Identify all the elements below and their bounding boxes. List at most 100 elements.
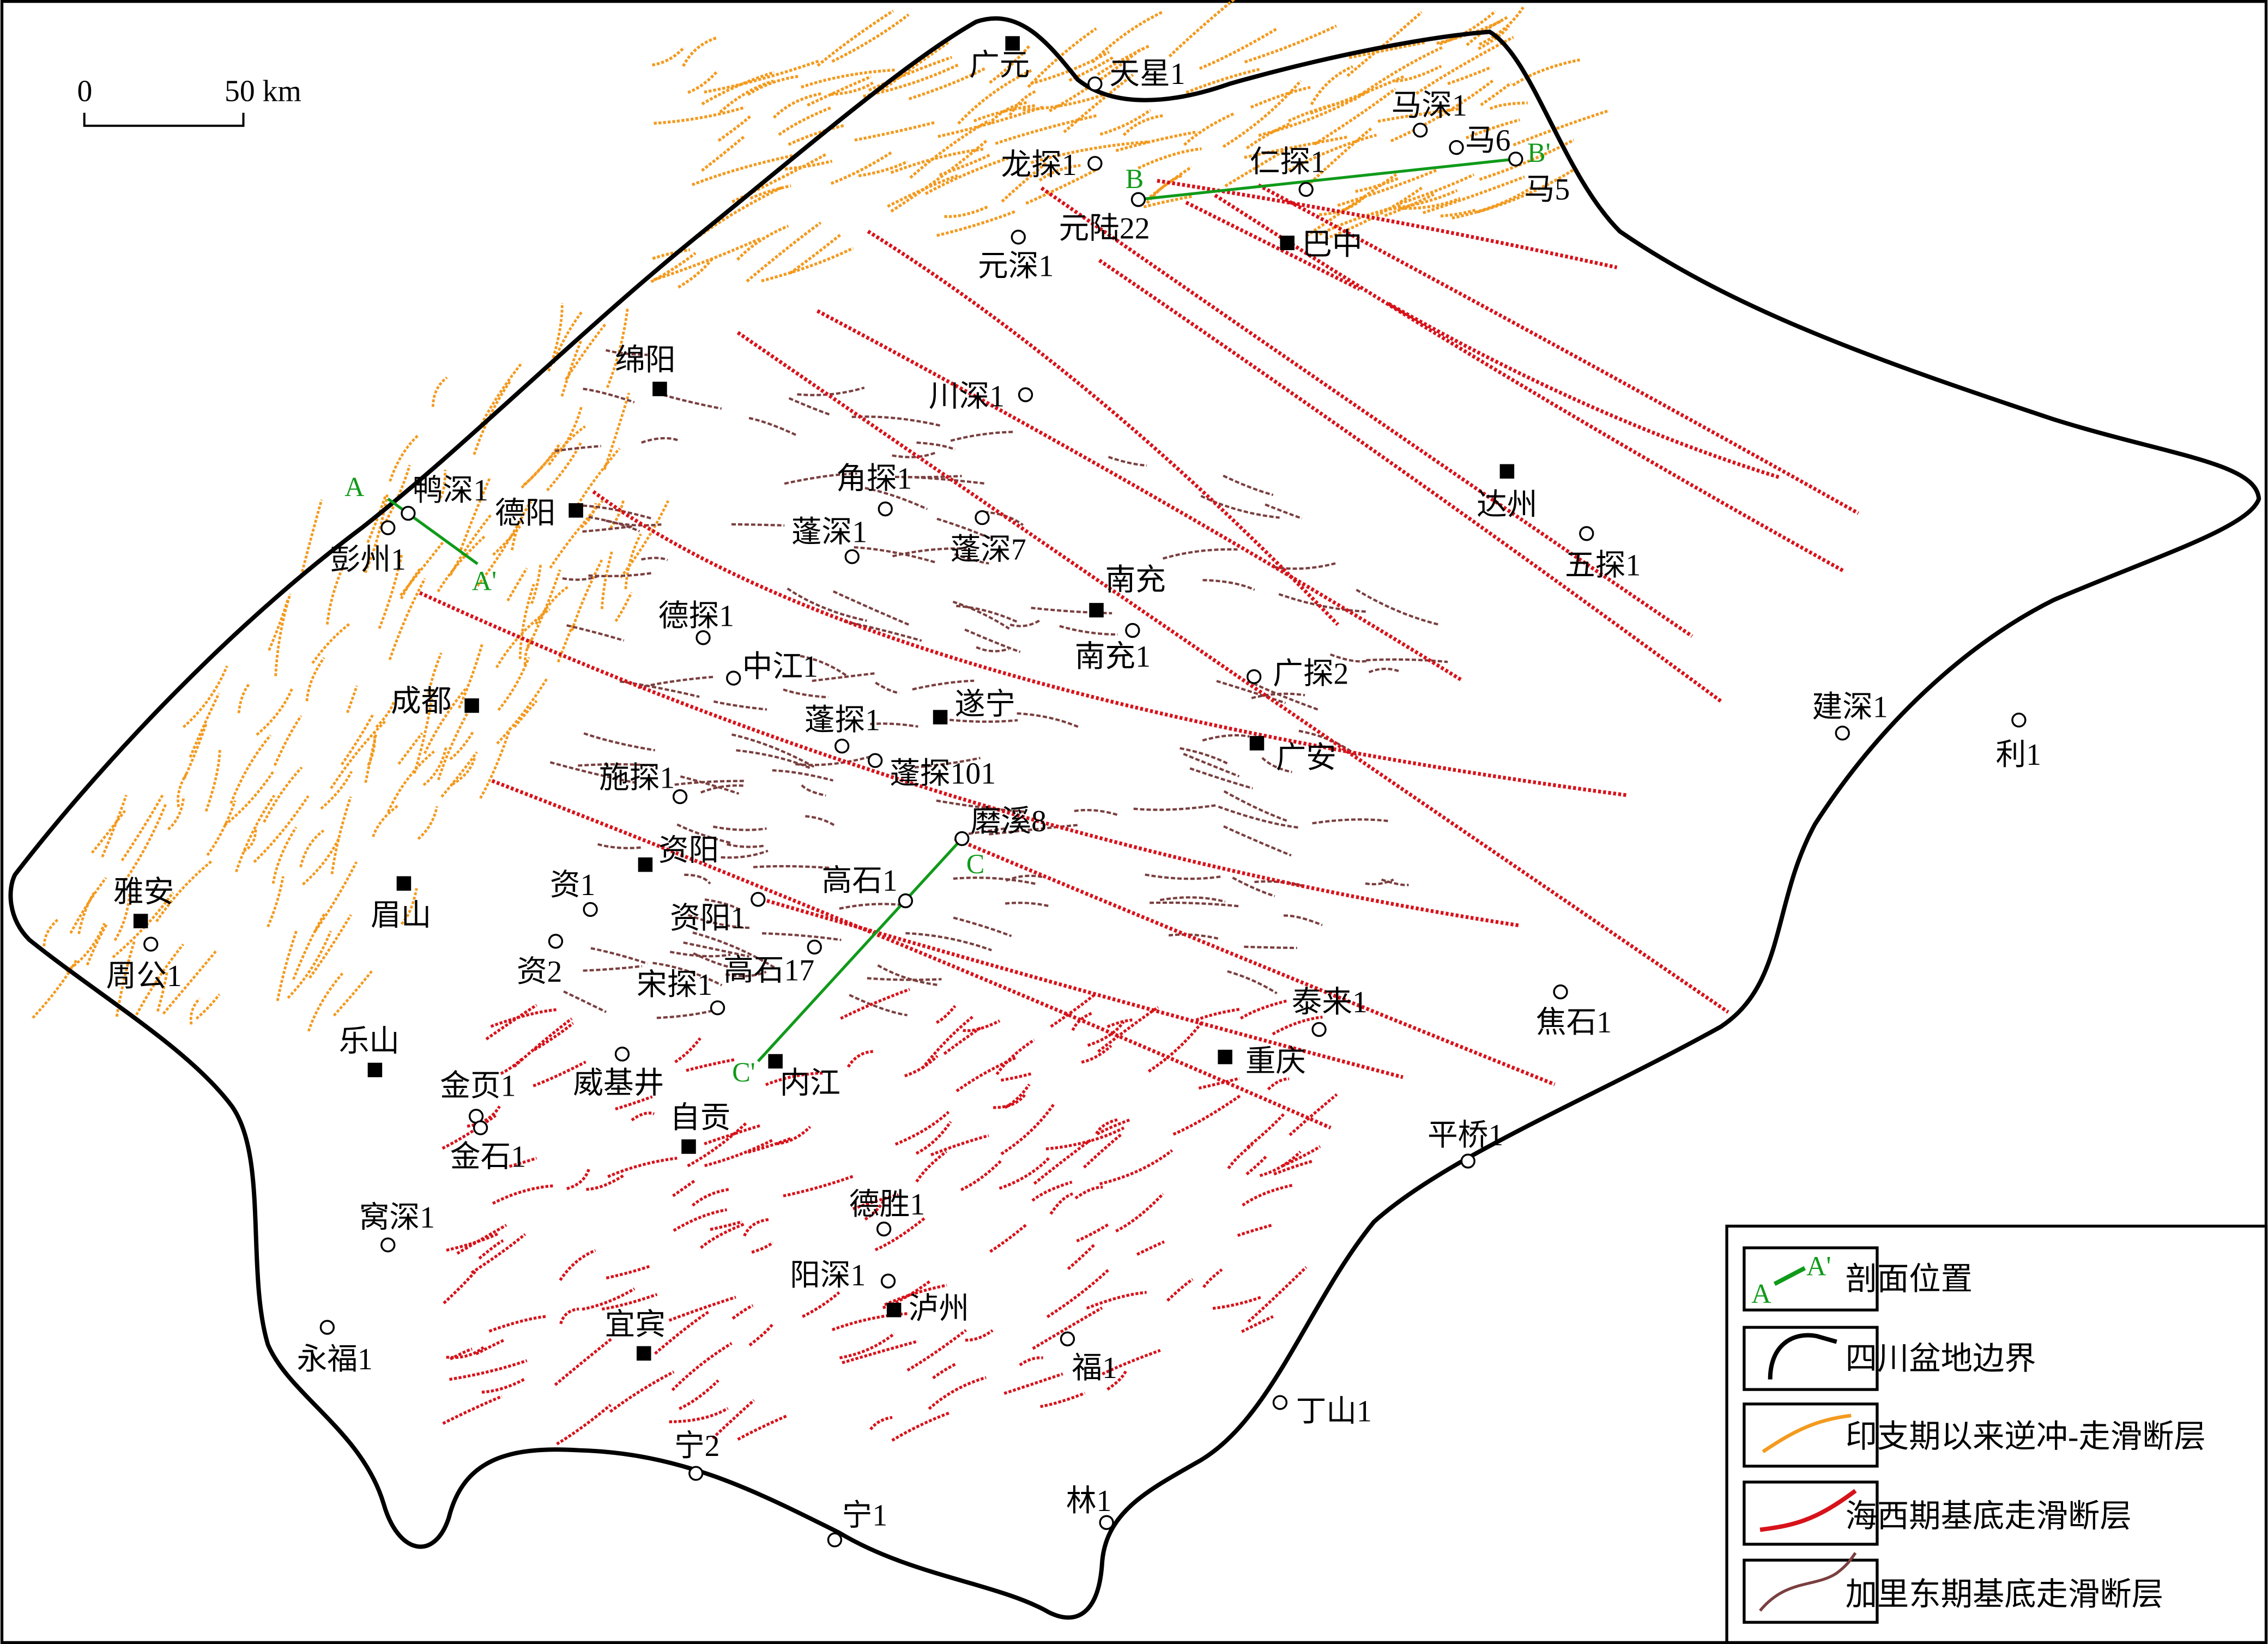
legend-swatch (1743, 1246, 1879, 1311)
city-5: 达州 (1477, 464, 1538, 522)
caledonian-fault-line (1329, 653, 1369, 663)
hercynian-faults (419, 179, 1860, 1446)
caledonian-fault-line (549, 761, 635, 784)
well-15: 五探1 (1565, 526, 1641, 583)
well-circle-icon (876, 1222, 892, 1237)
city-10: 资阳 (638, 833, 719, 872)
indosinian-fault-line (346, 685, 358, 714)
hercynian-fault-line (559, 1307, 579, 1325)
caledonian-fault-line (976, 646, 1009, 652)
indosinian-fault-line (366, 495, 387, 543)
indosinian-fault-line (364, 494, 389, 573)
indosinian-fault-line (299, 829, 325, 868)
legend-item-indosinian: 印支期以来逆冲-走滑断层 (1743, 1403, 2206, 1468)
scale-start-label: 0 (77, 75, 92, 108)
caledonian-fault-line (1261, 757, 1292, 773)
hercynian-fault-line (446, 1346, 485, 1359)
legend-label: 剖面位置 (1846, 1261, 1973, 1297)
city-square-icon (464, 698, 479, 713)
hercynian-fault-line (1185, 201, 1360, 291)
well-circle-icon (688, 1466, 704, 1481)
indosinian-fault-line (868, 56, 953, 92)
indosinian-fault-line (427, 652, 443, 695)
indosinian-fault-line (691, 153, 796, 186)
hercynian-fault-line (592, 490, 1628, 797)
caledonian-fault-line (936, 517, 994, 541)
scale-end-label: 50 km (225, 75, 301, 108)
hercynian-fault-line (839, 1332, 896, 1359)
hercynian-fault-line (671, 1342, 733, 1392)
indosinian-fault-line (936, 210, 1016, 237)
hercynian-fault-line (1095, 1118, 1119, 1135)
indosinian-fault-line (957, 69, 1032, 125)
indosinian-fault-line (510, 500, 533, 551)
indosinian-fault-line (476, 523, 520, 587)
hercynian-fault-line (566, 1168, 591, 1190)
well-label: 中江1 (742, 650, 818, 684)
hercynian-fault-line (491, 779, 1332, 1130)
indosinian-fault-line (526, 569, 561, 649)
indosinian-fault-line (77, 892, 95, 934)
indosinian-fault-line (1001, 161, 1048, 203)
caledonian-fault-line (606, 519, 662, 527)
hercynian-fault-line (1097, 1006, 1159, 1053)
caledonian-fault-line (1232, 877, 1275, 898)
city-label: 广元 (969, 49, 1030, 82)
hercynian-fault-line (672, 1179, 696, 1198)
city-label: 雅安 (113, 875, 174, 909)
hercynian-fault-line (449, 1347, 473, 1361)
well-label: 金页1 (440, 1069, 516, 1103)
indosinian-fault-line (1319, 196, 1365, 216)
caledonian-fault-line (712, 825, 767, 831)
well-circle-icon (1835, 726, 1850, 741)
hercynian-fault-line (654, 1310, 710, 1355)
caledonian-fault-line (619, 680, 700, 698)
indosinian-fault-line (1513, 109, 1610, 147)
indosinian-fault-line (378, 553, 403, 629)
hercynian-fault-line (490, 1008, 557, 1028)
hercynian-fault-line (441, 1114, 497, 1150)
hercynian-fault-line (1003, 1372, 1063, 1395)
caledonian-fault-line (731, 733, 815, 768)
caledonian-fault-line (772, 769, 834, 782)
well-label: 周公1 (106, 959, 182, 993)
hercynian-fault-line (1096, 1118, 1131, 1135)
well-30: 资2 (517, 934, 564, 989)
city-square-icon (638, 857, 653, 872)
well-label: 马深1 (1392, 89, 1467, 123)
caledonian-fault-line (1223, 825, 1292, 857)
indosinian-fault-line (789, 233, 843, 275)
indosinian-fault-line (1422, 175, 1525, 214)
indosinian-fault-line (881, 40, 951, 92)
well-33: 泰来1 (1292, 986, 1368, 1037)
city-square-icon (1499, 464, 1515, 479)
caledonian-fault-line (968, 827, 1007, 835)
indosinian-fault-line (182, 665, 228, 728)
indosinian-fault-line (167, 796, 185, 831)
well-circle-icon (1130, 192, 1146, 207)
indosinian-fault-line (565, 322, 607, 380)
indosinian-fault-line (1030, 140, 1149, 164)
well-4: 马5 (1508, 152, 1570, 207)
hercynian-fault-line (751, 1241, 774, 1254)
city-label: 眉山 (371, 899, 431, 933)
caledonian-fault-line (721, 849, 769, 859)
indosinian-fault-line (256, 688, 294, 736)
hercynian-fault-line (747, 1137, 793, 1154)
city-label: 宜宾 (605, 1308, 666, 1341)
caledonian-fault-line (805, 815, 836, 827)
caledonian-fault-line (684, 873, 711, 885)
hercynian-fault-line (928, 1376, 987, 1410)
well-label: 泰来1 (1292, 986, 1368, 1019)
caledonian-fault-line (583, 504, 654, 521)
indosinian-fault-line (1348, 40, 1426, 59)
caledonian-fault-line (669, 951, 731, 958)
caledonian-fault-line (953, 877, 1037, 885)
city-square-icon (568, 503, 583, 518)
legend-label: 海西期基底走滑断层 (1846, 1498, 2132, 1534)
hercynian-fault-line (711, 1399, 755, 1440)
hercynian-fault-line (556, 1404, 612, 1446)
caledonian-fault-line (952, 600, 1010, 630)
caledonian-fault-line (583, 732, 656, 752)
indosinian-fault-line (571, 559, 603, 631)
